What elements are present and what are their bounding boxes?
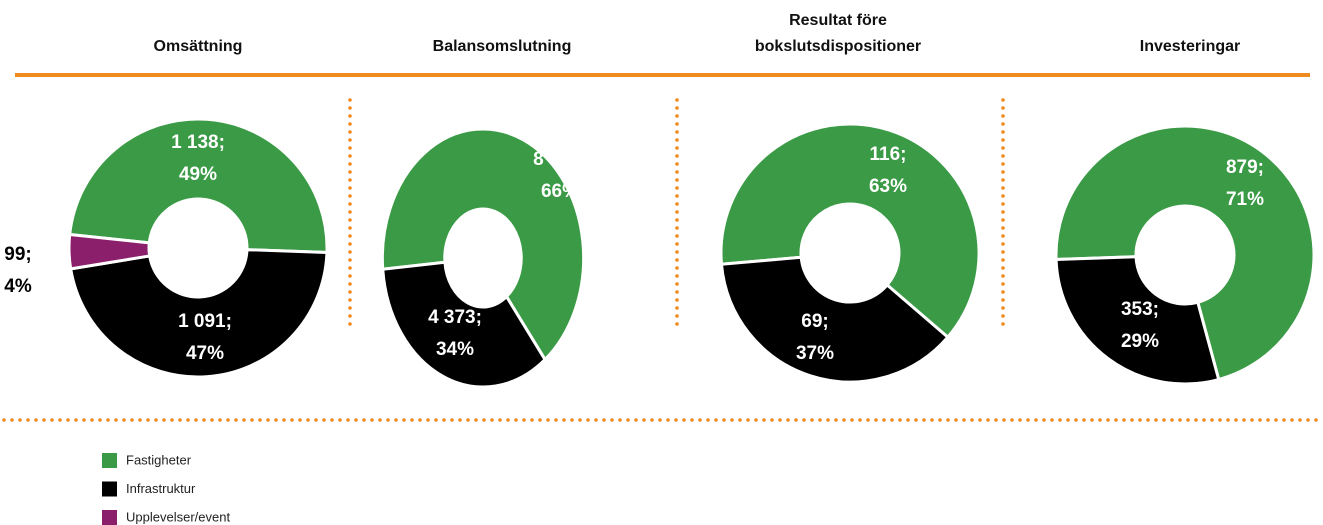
chart-title: Omsättning (153, 38, 243, 55)
chart-title: Investeringar (1139, 38, 1241, 55)
slice (381, 260, 547, 389)
legend-swatch (102, 453, 117, 468)
percent-label: 66% (541, 181, 579, 202)
legend-swatch (102, 510, 117, 525)
slice (1054, 255, 1221, 386)
slice (380, 127, 586, 363)
slice (719, 255, 950, 384)
value-label: 1 138; (171, 132, 225, 153)
percent-label: 4% (4, 276, 32, 297)
chart-title: Resultat före bokslutsdispositioner (754, 12, 922, 55)
slice (1054, 124, 1316, 382)
value-label: 353; (1121, 299, 1159, 320)
legend-label: Infrastruktur (126, 481, 196, 496)
percent-label: 47% (186, 343, 224, 364)
percent-label: 49% (179, 164, 217, 185)
value-label: 116; (870, 144, 907, 165)
value-label: 4 373; (428, 307, 482, 328)
percent-label: 29% (1121, 331, 1159, 352)
percent-label: 71% (1226, 189, 1264, 210)
slice (719, 122, 981, 340)
percent-label: 63% (869, 176, 907, 197)
value-label: 69; (801, 311, 828, 332)
value-label: 99; (4, 244, 31, 265)
slice (68, 248, 329, 379)
percent-label: 37% (796, 343, 834, 364)
value-label: 1 091; (178, 311, 232, 332)
legend-label: Upplevelser/event (126, 509, 230, 524)
slice (68, 117, 329, 255)
slice (67, 232, 152, 271)
legend-swatch (102, 481, 117, 497)
chart-title: Balansomslutning (432, 38, 572, 55)
value-label: 8 421; (533, 149, 587, 170)
percent-label: 34% (436, 339, 474, 360)
legend-label: Fastigheter (126, 452, 192, 467)
value-label: 879; (1226, 157, 1264, 178)
